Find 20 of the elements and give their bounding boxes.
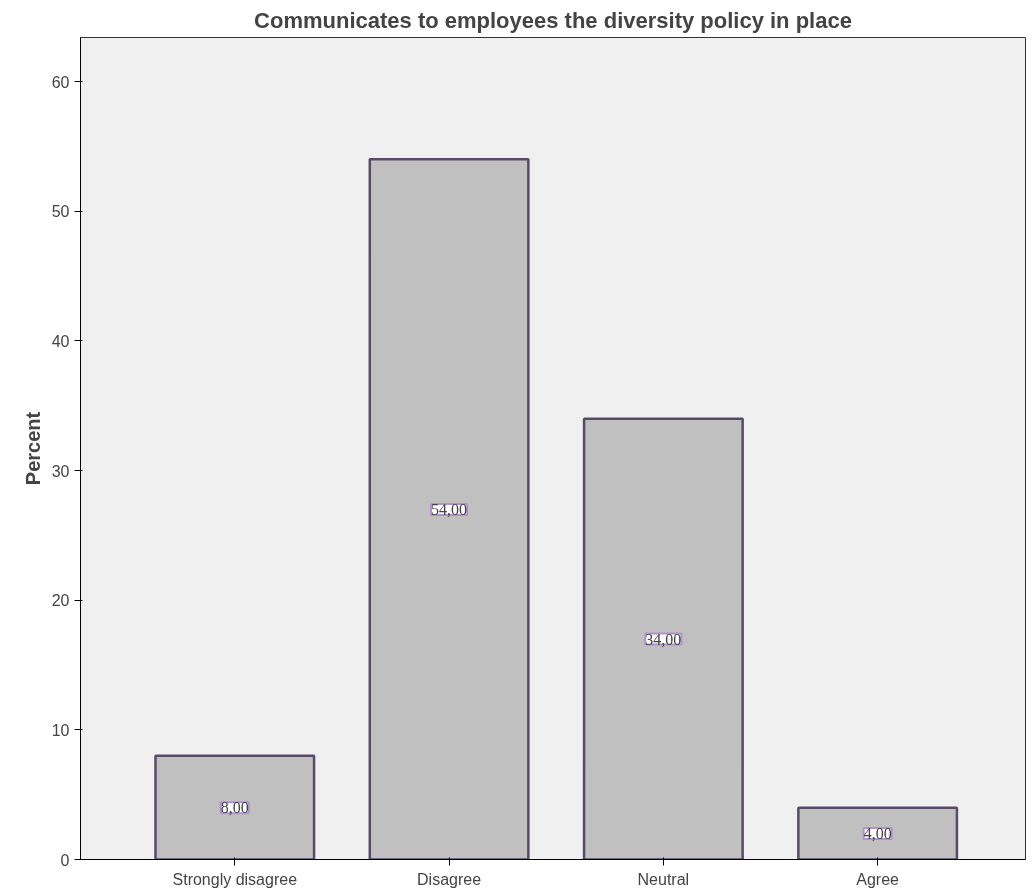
y-tick-label: 20 [51, 592, 70, 610]
x-tick-label: Strongly disagree [172, 870, 298, 888]
x-tick-label: Neutral [637, 870, 690, 888]
y-tick-label: 60 [51, 73, 70, 91]
y-tick-label: 40 [51, 332, 70, 350]
chart-title: Communicates to employees the diversity policy in place [254, 7, 852, 33]
data-label: 4,00 [863, 825, 892, 843]
y-tick-label: 30 [51, 462, 70, 480]
y-axis-title: Percent [21, 411, 44, 486]
bar [368, 158, 530, 860]
y-tick-label: 10 [51, 721, 70, 739]
data-label: 8,00 [220, 799, 249, 817]
bar [154, 754, 316, 860]
bar [582, 417, 744, 860]
x-tick-label: Disagree [417, 870, 482, 888]
y-tick-label: 50 [51, 203, 70, 221]
x-tick-label: Agree [856, 870, 900, 888]
data-label: 34,00 [645, 630, 682, 648]
bar [797, 806, 959, 860]
y-tick-label: 0 [60, 851, 70, 869]
